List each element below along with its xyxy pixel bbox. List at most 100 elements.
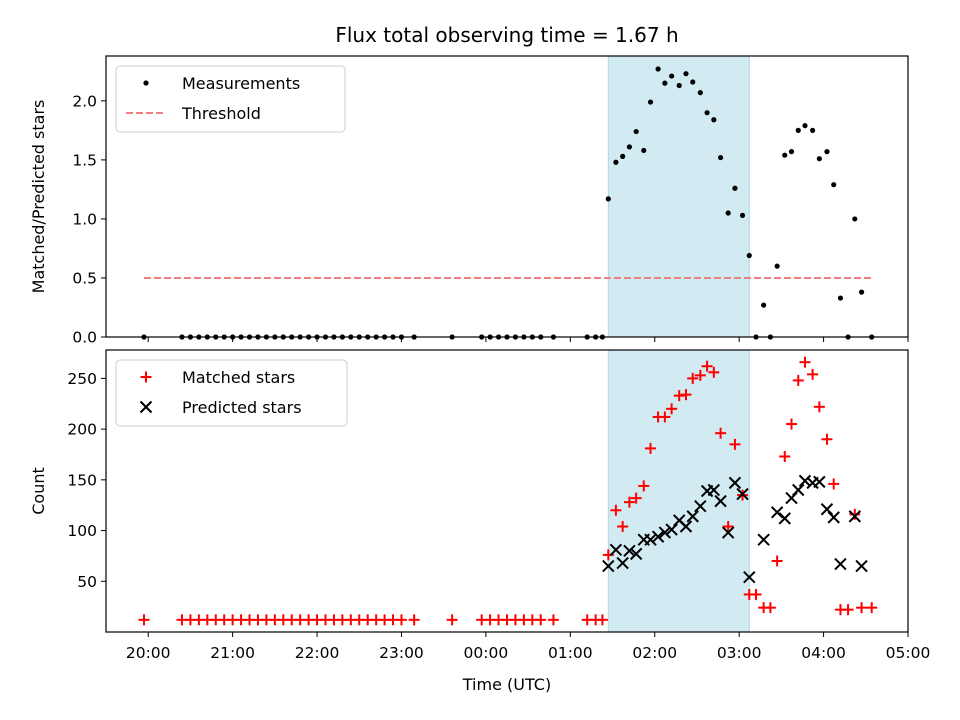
bottom-ytick-label-4: 250 [67, 370, 97, 388]
bottom-point-0-72 [813, 401, 825, 413]
bottom-point-1-8 [658, 526, 672, 539]
bottom-point-1-18 [728, 476, 742, 490]
top-highlight-span [607, 55, 750, 338]
bottom-point-1-16 [714, 494, 727, 508]
top-point-0-66 [774, 263, 780, 269]
bottom-legend-label-0: Matched stars [182, 368, 295, 387]
bottom-point-1-12 [686, 510, 699, 523]
top-point-0-62 [746, 252, 752, 259]
bottom-y-axis-label: Count [29, 467, 48, 515]
bottom-point-1-26-b [798, 474, 812, 488]
bottom-point-1-23 [778, 512, 791, 525]
top-axes: 0.0 0.5 1.0 1.5 2.0 Matched/Predicted stars Me… [29, 55, 909, 347]
bottom-point-1-4 [629, 547, 643, 561]
bottom-series-0 [138, 356, 878, 626]
bottom-point-1-7 [651, 530, 665, 543]
top-point-0-55 [697, 90, 703, 96]
bottom-point-1-31 [834, 557, 847, 571]
top-point-0-47 [641, 147, 647, 154]
bottom-point-0-73 [821, 433, 833, 445]
bottom-point-1-6 [644, 533, 657, 546]
bottom-point-0-55 [694, 369, 706, 381]
bottom-point-1-12-b [686, 510, 699, 523]
bottom-point-0-0 [138, 614, 150, 626]
top-point-0-69 [795, 127, 801, 133]
bottom-ytick-label-0: 50 [77, 573, 97, 591]
bottom-series-1 [602, 474, 868, 584]
top-point-0-77 [852, 216, 858, 222]
bottom-point-0-63 [750, 588, 762, 600]
bottom-point-0-27 [395, 614, 407, 626]
bottom-point-1-20-b [743, 571, 756, 584]
bottom-point-1-7-b [651, 530, 665, 543]
bottom-legend-swatch-1-b [139, 400, 153, 414]
bottom-point-1-10-b [673, 514, 686, 527]
top-point-0-53 [683, 71, 689, 77]
xtick-label-9: 05:00 [886, 644, 931, 662]
xtick-label-6: 02:00 [632, 644, 677, 662]
bottom-point-1-20 [743, 571, 756, 584]
bottom-point-1-2 [616, 556, 629, 570]
top-point-0-78 [858, 289, 865, 295]
bottom-point-0-38 [547, 614, 559, 626]
bottom-point-0-52 [673, 390, 685, 402]
top-point-0-49 [655, 66, 661, 72]
top-point-0-61 [739, 212, 746, 218]
top-ytick-label-1: 0.5 [72, 269, 97, 287]
top-frame [105, 55, 909, 338]
bottom-point-0-65 [764, 602, 776, 614]
bottom-legend-swatch-0 [140, 371, 152, 383]
bottom-point-1-11 [679, 520, 693, 533]
top-point-0-56 [704, 110, 710, 116]
bottom-point-0-53 [680, 389, 692, 401]
top-point-0-58 [717, 154, 724, 161]
bottom-point-1-18-b [728, 476, 742, 490]
bottom-point-0-29 [446, 614, 458, 626]
bottom-point-0-37 [535, 614, 547, 626]
top-point-0-44 [620, 153, 626, 159]
bottom-point-0-57 [708, 366, 720, 378]
bottom-point-0-68 [785, 418, 797, 430]
bottom-legend-label-1: Predicted stars [182, 398, 302, 417]
bottom-point-0-79 [866, 602, 878, 614]
bottom-point-0-44 [617, 521, 629, 533]
top-legend-box [115, 65, 346, 133]
top-point-0-74 [831, 182, 837, 188]
bottom-point-1-28-b [813, 475, 826, 489]
bottom-point-1-8-b [658, 526, 672, 539]
bottom-point-0-28 [408, 614, 420, 626]
top-point-0-60 [732, 185, 738, 191]
bottom-point-1-15 [707, 483, 721, 497]
bottom-point-1-3 [623, 544, 636, 558]
bottom-point-1-11-b [679, 520, 693, 533]
bottom-point-0-47 [638, 480, 650, 492]
xtick-label-0: 20:00 [126, 644, 171, 662]
top-point-0-59 [725, 210, 731, 216]
bottom-point-1-28 [813, 475, 826, 489]
bottom-point-1-33-b [855, 559, 868, 573]
bottom-point-1-25-b [792, 483, 805, 497]
bottom-point-1-21 [757, 533, 770, 546]
bottom-point-1-32 [848, 510, 862, 523]
bottom-point-0-78 [856, 602, 868, 614]
bottom-point-1-0-b [602, 559, 615, 573]
bottom-point-1-15-b [707, 483, 721, 497]
bottom-point-1-2-b [616, 556, 629, 570]
bottom-point-1-0 [602, 559, 615, 573]
bottom-point-0-77 [849, 508, 861, 520]
bottom-point-1-31-b [834, 557, 847, 571]
bottom-point-0-69 [792, 374, 804, 386]
top-point-0-64 [761, 302, 767, 308]
bottom-point-1-19-b [736, 487, 749, 501]
bottom-point-0-54 [687, 372, 699, 384]
top-point-0-52 [676, 82, 682, 89]
xtick-label-3: 23:00 [379, 644, 424, 662]
bottom-point-1-16-b [714, 494, 727, 508]
top-point-0-42 [605, 196, 611, 202]
top-point-0-48 [647, 99, 654, 105]
bottom-point-1-17 [721, 526, 735, 539]
bottom-point-0-58 [715, 427, 727, 439]
bottom-point-0-51 [666, 403, 678, 415]
xtick-label-1: 21:00 [210, 644, 255, 662]
